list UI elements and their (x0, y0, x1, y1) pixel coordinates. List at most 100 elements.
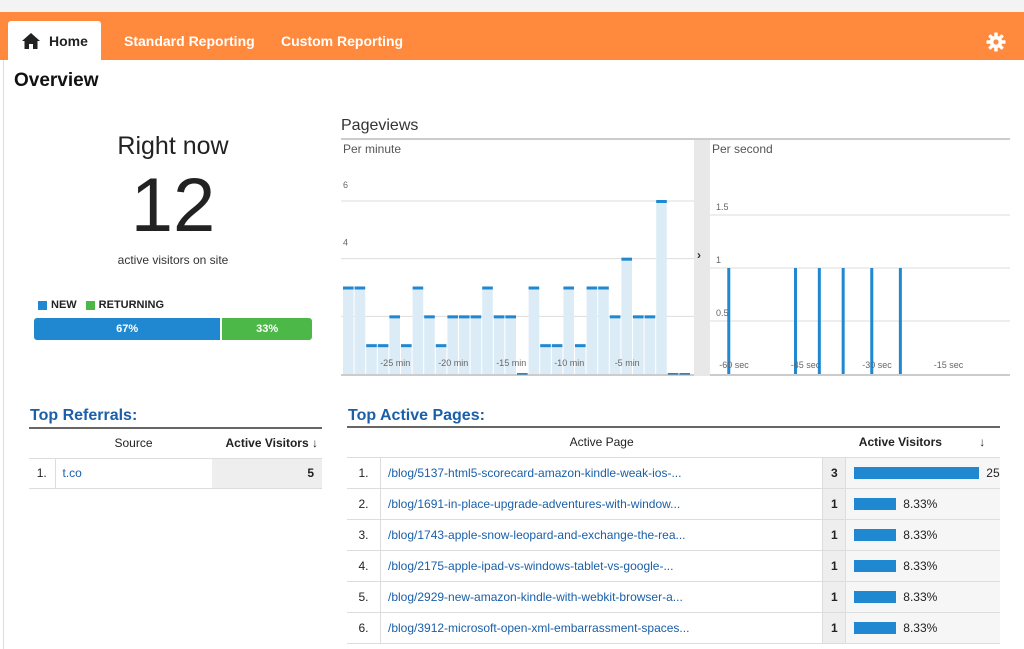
bar-top (633, 315, 644, 319)
top-referrals-table: Source Active Visitors ↓ 1. t.co 5 (29, 427, 322, 489)
y-tick-label: 1 (716, 255, 721, 265)
bar-fill (621, 258, 632, 374)
legend-returning-swatch (85, 300, 95, 310)
row-rank: 5. (347, 581, 381, 613)
legend-returning-label: RETURNING (98, 299, 165, 311)
page-visitor-count: 1 (823, 612, 847, 643)
active-page-header[interactable]: Active Page (380, 427, 823, 458)
x-tick-label: -15 sec (934, 360, 964, 370)
legend-new-label: NEW (51, 299, 77, 311)
bar-fill (447, 316, 458, 374)
rank-header (347, 427, 381, 458)
active-visitors-cell: 3 25.00% (822, 457, 1000, 489)
bar (870, 268, 874, 374)
bar-fill (377, 345, 389, 374)
page-share-percent: 8.33% (903, 558, 938, 573)
page-share-bar (854, 621, 897, 634)
bar (841, 268, 845, 374)
page-share-percent: 8.33% (903, 527, 938, 542)
row-rank: 4. (347, 550, 381, 582)
page-share-percent: 25.00% (986, 465, 1000, 480)
table-header-row: Source Active Visitors ↓ (29, 428, 322, 459)
top-active-pages-title: Top Active Pages: (348, 407, 485, 424)
bar-fill (435, 345, 447, 374)
bar (898, 268, 902, 374)
active-page-link[interactable]: /blog/1691-in-place-upgrade-adventures-w… (380, 488, 824, 520)
active-visitors-header-label: Active Visitors (858, 435, 942, 450)
rank-header (29, 428, 55, 459)
bar (794, 268, 797, 374)
top-nav-bar: Home Standard Reporting Custom Reporting (0, 12, 1024, 60)
bar-top (424, 315, 435, 319)
row-rank: 3. (347, 519, 381, 551)
x-tick-label: -30 sec (862, 360, 892, 370)
new-visitors-segment: 67% (34, 318, 221, 340)
bar-fill (540, 345, 551, 374)
bar-fill (412, 287, 424, 374)
right-now-heading: Right now (117, 132, 229, 160)
bar-top (435, 344, 447, 348)
bar-fill (482, 287, 493, 374)
active-page-link[interactable]: /blog/3912-microsoft-open-xml-embarrassm… (380, 612, 824, 644)
per-second-chart: 0.5 1 1.5 -60 sec -45 sec -30 sec -15 sec (710, 202, 1010, 376)
bar-fill (528, 287, 540, 374)
bar-top (389, 315, 400, 319)
bar-top (354, 286, 366, 290)
page-visitor-count: 1 (823, 550, 847, 581)
x-tick-label: -15 min (496, 358, 526, 368)
referral-source-link[interactable]: t.co (55, 458, 212, 489)
visitor-type-legend: NEW RETURNING (38, 299, 164, 311)
active-page-link[interactable]: /blog/2929-new-amazon-kindle-with-webkit… (380, 581, 824, 613)
bar-fill (563, 287, 574, 374)
y-tick-label: 0.5 (716, 308, 729, 318)
bar-top (609, 315, 621, 319)
bar-top (447, 315, 458, 319)
bar-fill (609, 316, 621, 374)
bar-top (343, 286, 354, 290)
nav-tab-standard-reporting[interactable]: Standard Reporting (124, 33, 255, 49)
bar-fill (459, 316, 470, 374)
x-tick-label: -45 sec (791, 360, 821, 370)
bar-fill (633, 316, 644, 374)
active-visitors-header[interactable]: Active Visitors ↓ (822, 427, 1000, 458)
active-visitor-count: 12 (130, 163, 216, 248)
nav-tab-home[interactable]: Home (8, 21, 101, 60)
bar-top (598, 286, 609, 290)
new-returning-split-bar: 67% 33% (34, 318, 312, 340)
active-visitors-cell: 1 8.33% (822, 519, 1000, 551)
chart-divider[interactable] (694, 140, 710, 376)
per-minute-chart: 246-25 min-20 min-15 min-10 min-5 min (341, 180, 694, 376)
y-tick-label: 1.5 (716, 202, 729, 212)
chevron-right-icon[interactable]: › (697, 248, 701, 262)
bar-top (412, 286, 424, 290)
bar-fill (470, 316, 482, 374)
y-tick-label: 4 (343, 238, 348, 248)
table-row: 5./blog/2929-new-amazon-kindle-with-webk… (347, 581, 1000, 613)
nav-tab-custom-reporting[interactable]: Custom Reporting (281, 33, 404, 49)
bar-fill (505, 316, 516, 374)
bar-top (482, 286, 493, 290)
bar-fill (354, 287, 366, 374)
table-row: 1. t.co 5 (29, 458, 322, 489)
nav-home-label: Home (49, 32, 88, 49)
active-page-link[interactable]: /blog/5137-html5-scorecard-amazon-kindle… (380, 457, 824, 489)
page-visitor-count: 1 (823, 581, 847, 612)
active-visitors-header[interactable]: Active Visitors ↓ (212, 428, 322, 459)
page-share-bar (854, 559, 897, 572)
active-page-link[interactable]: /blog/2175-apple-ipad-vs-windows-tablet-… (380, 550, 824, 582)
table-row: 2./blog/1691-in-place-upgrade-adventures… (347, 488, 1000, 520)
bar-top (366, 344, 377, 348)
bar-fill (656, 201, 667, 374)
row-rank: 6. (347, 612, 381, 644)
page-share-percent: 8.33% (903, 496, 938, 511)
bar-top (656, 200, 667, 203)
source-header[interactable]: Source (55, 428, 212, 459)
bar-top (540, 344, 551, 348)
active-page-link[interactable]: /blog/1743-apple-snow-leopard-and-exchan… (380, 519, 824, 551)
page-share-bar (854, 590, 897, 603)
table-row: 4./blog/2175-apple-ipad-vs-windows-table… (347, 550, 1000, 582)
gear-icon[interactable] (986, 32, 1006, 52)
bar-fill (343, 287, 354, 374)
bar-top (575, 344, 586, 348)
page-visitor-count: 3 (823, 457, 847, 488)
